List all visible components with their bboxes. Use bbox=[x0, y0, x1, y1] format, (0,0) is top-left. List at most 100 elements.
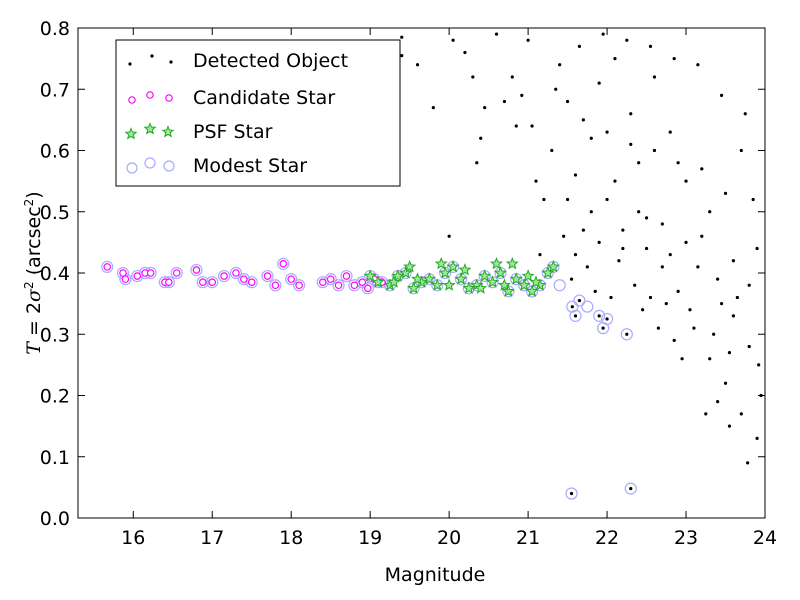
y-axis-label-sq: 2 bbox=[22, 281, 36, 289]
legend-markers bbox=[124, 54, 175, 174]
legend-marker-psf-star-0 bbox=[124, 127, 138, 140]
detected-object-point-54 bbox=[577, 298, 582, 303]
detected-object-point-31 bbox=[415, 63, 420, 67]
detected-object-point-42 bbox=[510, 75, 514, 79]
psf-star-point-1 bbox=[371, 275, 385, 288]
detected-object-point-88 bbox=[704, 412, 708, 416]
psf-star-point-4 bbox=[399, 266, 413, 279]
detected-object-point-104 bbox=[712, 332, 716, 336]
psf-star-point-20 bbox=[525, 284, 539, 297]
detected-object-point-110 bbox=[601, 32, 605, 36]
detected-object-point-92 bbox=[585, 265, 589, 269]
candidate-star-point-24 bbox=[342, 272, 351, 280]
psf-star-point-32 bbox=[442, 278, 456, 291]
detected-object-point-91 bbox=[569, 277, 574, 281]
legend-label-modest-star: Modest Star bbox=[193, 155, 307, 177]
psf-star-point-11 bbox=[454, 272, 468, 285]
y-axis-label: T = 2σ2 (arcsec2) bbox=[22, 191, 45, 354]
detected-object-point-113 bbox=[672, 57, 676, 61]
candidate-star-point-7 bbox=[165, 278, 173, 286]
candidate-star-point-22 bbox=[326, 275, 335, 283]
detected-object-point-33 bbox=[447, 234, 451, 238]
detected-object-point-64 bbox=[589, 136, 593, 140]
candidate-star-point-5 bbox=[146, 269, 155, 277]
detected-object-point-50 bbox=[550, 148, 554, 153]
detected-object-point-130 bbox=[727, 424, 732, 428]
x-tick-label-17: 17 bbox=[200, 527, 224, 549]
detected-object-point-96 bbox=[633, 283, 637, 287]
axis-ticks: 16 17 18 19 20 21 22 23 24 0.0 0.1 0.2 0.3 0.4 0.5 0.6 0… bbox=[40, 18, 777, 549]
psf-star-point-7 bbox=[422, 272, 436, 285]
modest-star-point-63 bbox=[620, 328, 633, 341]
modest-star-point-24 bbox=[340, 269, 353, 283]
candidate-star-point-21 bbox=[318, 278, 327, 286]
detected-object-point-93 bbox=[593, 289, 597, 293]
detected-object-point-103 bbox=[696, 265, 700, 269]
legend-box bbox=[115, 39, 401, 187]
x-tick-label-20: 20 bbox=[437, 527, 461, 549]
modest-star-point-55 bbox=[565, 487, 578, 500]
detected-object-point-129 bbox=[757, 363, 761, 367]
detected-object-point-81 bbox=[723, 381, 728, 385]
candidate-star-point-26 bbox=[358, 278, 367, 286]
legend-marker-modest-star-0 bbox=[126, 162, 138, 174]
modest-star-point-56 bbox=[566, 300, 579, 313]
detected-object-point-140 bbox=[597, 240, 601, 244]
modest-star-point-9 bbox=[190, 263, 203, 277]
y-tick-label-5: 0.5 bbox=[40, 202, 70, 224]
legend-marker-modest-star-1 bbox=[144, 157, 156, 169]
detected-object-point-65 bbox=[597, 81, 601, 85]
detected-object-point-120 bbox=[565, 197, 570, 202]
modest-star-point-11 bbox=[206, 276, 219, 289]
candidate-star-point-20 bbox=[295, 281, 303, 290]
detected-object-point-89 bbox=[680, 357, 684, 361]
psf-star-point-23 bbox=[546, 260, 560, 273]
candidate-star-point-10 bbox=[198, 278, 207, 286]
detected-object-point-47 bbox=[534, 179, 538, 183]
detected-object-point-142 bbox=[644, 246, 649, 251]
psf-star-point-27 bbox=[490, 256, 504, 270]
x-tick-label-23: 23 bbox=[674, 527, 698, 549]
modest-star-point-62 bbox=[624, 482, 637, 495]
modest-star-point-64 bbox=[581, 300, 594, 313]
psf-star-point-31 bbox=[411, 272, 425, 285]
candidate-star-point-11 bbox=[208, 278, 217, 286]
psf-star-point-33 bbox=[474, 281, 488, 294]
detected-object-point-97 bbox=[641, 308, 645, 312]
psf-star-point-19 bbox=[517, 278, 531, 291]
detected-object-point-70 bbox=[637, 161, 641, 165]
candidate-star-point-3 bbox=[133, 272, 142, 280]
legend-marker-modest-star-2 bbox=[163, 160, 175, 172]
psf-star-point-24 bbox=[403, 260, 417, 273]
detected-object-point-101 bbox=[672, 338, 676, 342]
y-axis-label-sigma: σ bbox=[23, 288, 45, 302]
detected-object-point-132 bbox=[581, 118, 585, 122]
modest-star-point-16 bbox=[261, 269, 274, 283]
candidate-star-point-23 bbox=[334, 281, 343, 290]
detected-object-point-95 bbox=[617, 259, 621, 263]
x-axis-label: Magnitude bbox=[385, 564, 486, 586]
psf-star-point-14 bbox=[478, 269, 492, 282]
x-tick-label-18: 18 bbox=[279, 527, 303, 549]
x-tick-label-21: 21 bbox=[516, 527, 540, 549]
detected-object-point-122 bbox=[613, 179, 617, 183]
detected-object-point-124 bbox=[660, 222, 664, 226]
detected-object-point-56 bbox=[601, 326, 605, 330]
detected-object-point-85 bbox=[755, 436, 759, 440]
detected-object-point-87 bbox=[746, 461, 750, 465]
detected-object-point-119 bbox=[755, 246, 759, 251]
candidate-star-point-18 bbox=[279, 260, 288, 268]
detected-object-point-35 bbox=[463, 50, 467, 55]
detected-object-point-125 bbox=[684, 240, 688, 244]
legend-marker-psf-star-2 bbox=[161, 125, 175, 138]
detected-object-point-141 bbox=[621, 228, 625, 232]
detected-object-point-94 bbox=[609, 295, 613, 300]
psf-star-point-34 bbox=[497, 278, 511, 291]
detected-object-point-76 bbox=[684, 179, 688, 183]
modest-star-point-12 bbox=[217, 269, 231, 283]
detected-object-point-79 bbox=[708, 357, 712, 361]
detected-object-point-83 bbox=[739, 412, 743, 416]
detected-object-point-126 bbox=[708, 210, 712, 214]
candidate-star-point-13 bbox=[232, 269, 240, 277]
